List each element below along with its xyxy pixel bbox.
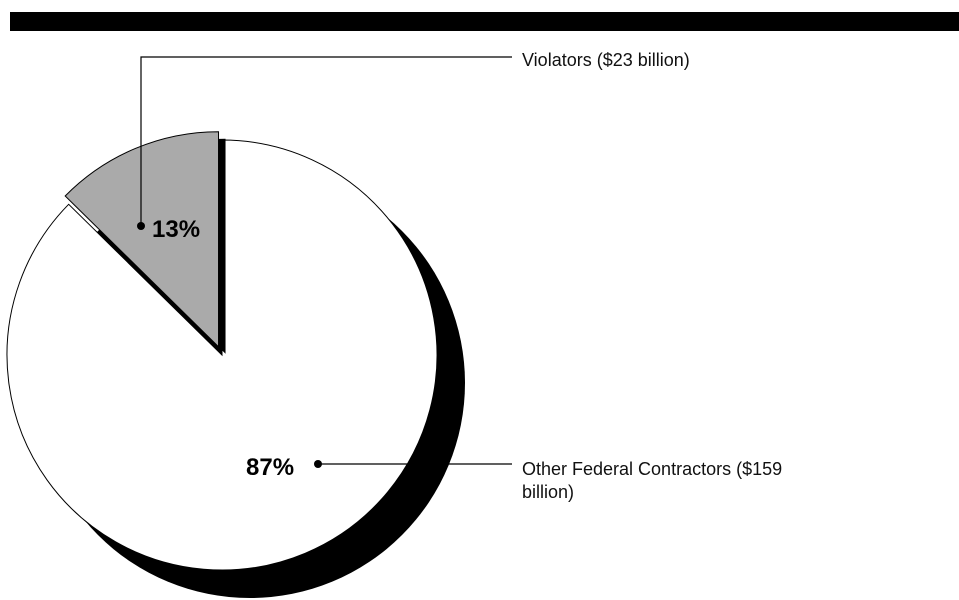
leader-dot-other	[314, 460, 322, 468]
legend-label-other-line1: Other Federal Contractors ($159	[522, 459, 782, 479]
top-rule	[10, 12, 959, 31]
slice-percent-label-other: 87%	[246, 454, 294, 481]
pie-slice-violators	[64, 131, 220, 348]
pie-slice-other	[6, 139, 438, 571]
pie-slice-layer	[6, 131, 438, 571]
leader-lines-layer	[137, 56, 512, 468]
slice-percent-label-violators: 13%	[152, 216, 200, 243]
legend-label-violators: Violators ($23 billion)	[522, 50, 690, 70]
legend-label-other-line2: billion)	[522, 482, 574, 502]
leader-line-violators	[140, 56, 512, 226]
leader-dot-violators	[137, 222, 145, 230]
